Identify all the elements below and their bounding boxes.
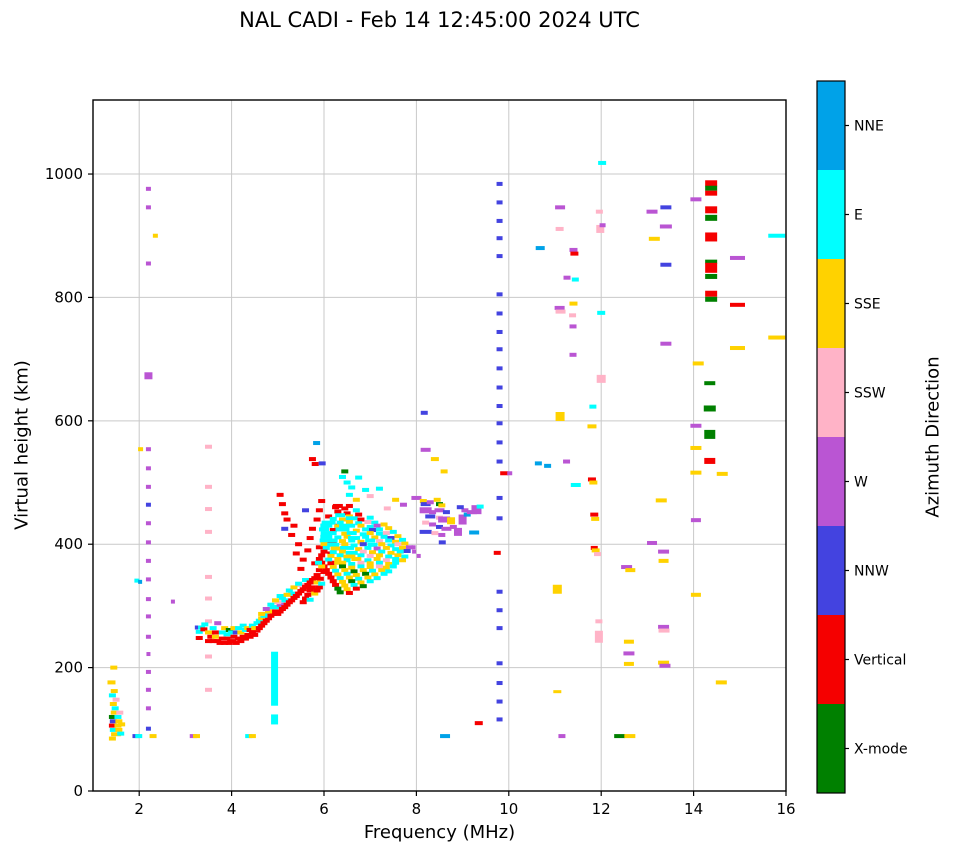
colorbar-tick-label: Vertical	[854, 653, 906, 669]
y-tick-label: 800	[54, 288, 83, 306]
y-tick-label: 600	[54, 412, 83, 430]
colorbar: NNE E SSE SSW W NNW Vertical X-mode	[816, 80, 908, 794]
colorbar-segment-nnw	[817, 526, 845, 616]
colorbar-label: Azimuth Direction	[922, 356, 944, 518]
y-axis-label: Virtual height (km)	[11, 360, 33, 530]
y-tick-label: 200	[54, 659, 83, 677]
x-tick-label: 2	[134, 800, 144, 818]
y-tick-label: 400	[54, 535, 83, 553]
colorbar-tick-label: NNE	[854, 119, 884, 135]
x-tick-label: 10	[499, 800, 518, 818]
x-tick-label: 8	[412, 800, 422, 818]
y-tick-label: 1000	[45, 165, 83, 183]
colorbar-segment-x-mode	[817, 704, 845, 794]
axes-frame: 2 4 6 8 10 12 14 16 0 200 400 600 800 1000	[45, 99, 796, 818]
colorbar-tick-label: W	[854, 475, 868, 491]
colorbar-segment-vertical	[817, 615, 845, 705]
colorbar-tick-label: E	[854, 208, 863, 224]
colorbar-tick-label: NNW	[854, 564, 889, 580]
colorbar-segment-ssw	[817, 348, 845, 438]
grid-lines	[93, 100, 787, 791]
colorbar-segment-sse	[817, 259, 845, 349]
colorbar-segment-nne	[817, 81, 845, 171]
plot-title: NAL CADI - Feb 14 12:45:00 2024 UTC	[239, 8, 640, 32]
x-tick-label: 4	[227, 800, 237, 818]
y-tick-label: 0	[73, 782, 83, 800]
x-tick-label: 12	[592, 800, 611, 818]
x-tick-label: 14	[684, 800, 703, 818]
x-axis-label: Frequency (MHz)	[363, 822, 516, 843]
x-tick-label: 16	[776, 800, 795, 818]
colorbar-tick-label: SSW	[854, 386, 886, 402]
echo-points	[107, 160, 786, 741]
colorbar-segment-w	[817, 437, 845, 527]
colorbar-segment-e	[817, 170, 845, 260]
x-tick-label: 6	[319, 800, 329, 818]
colorbar-tick-label: X-mode	[854, 742, 908, 758]
colorbar-tick-label: SSE	[854, 297, 881, 313]
